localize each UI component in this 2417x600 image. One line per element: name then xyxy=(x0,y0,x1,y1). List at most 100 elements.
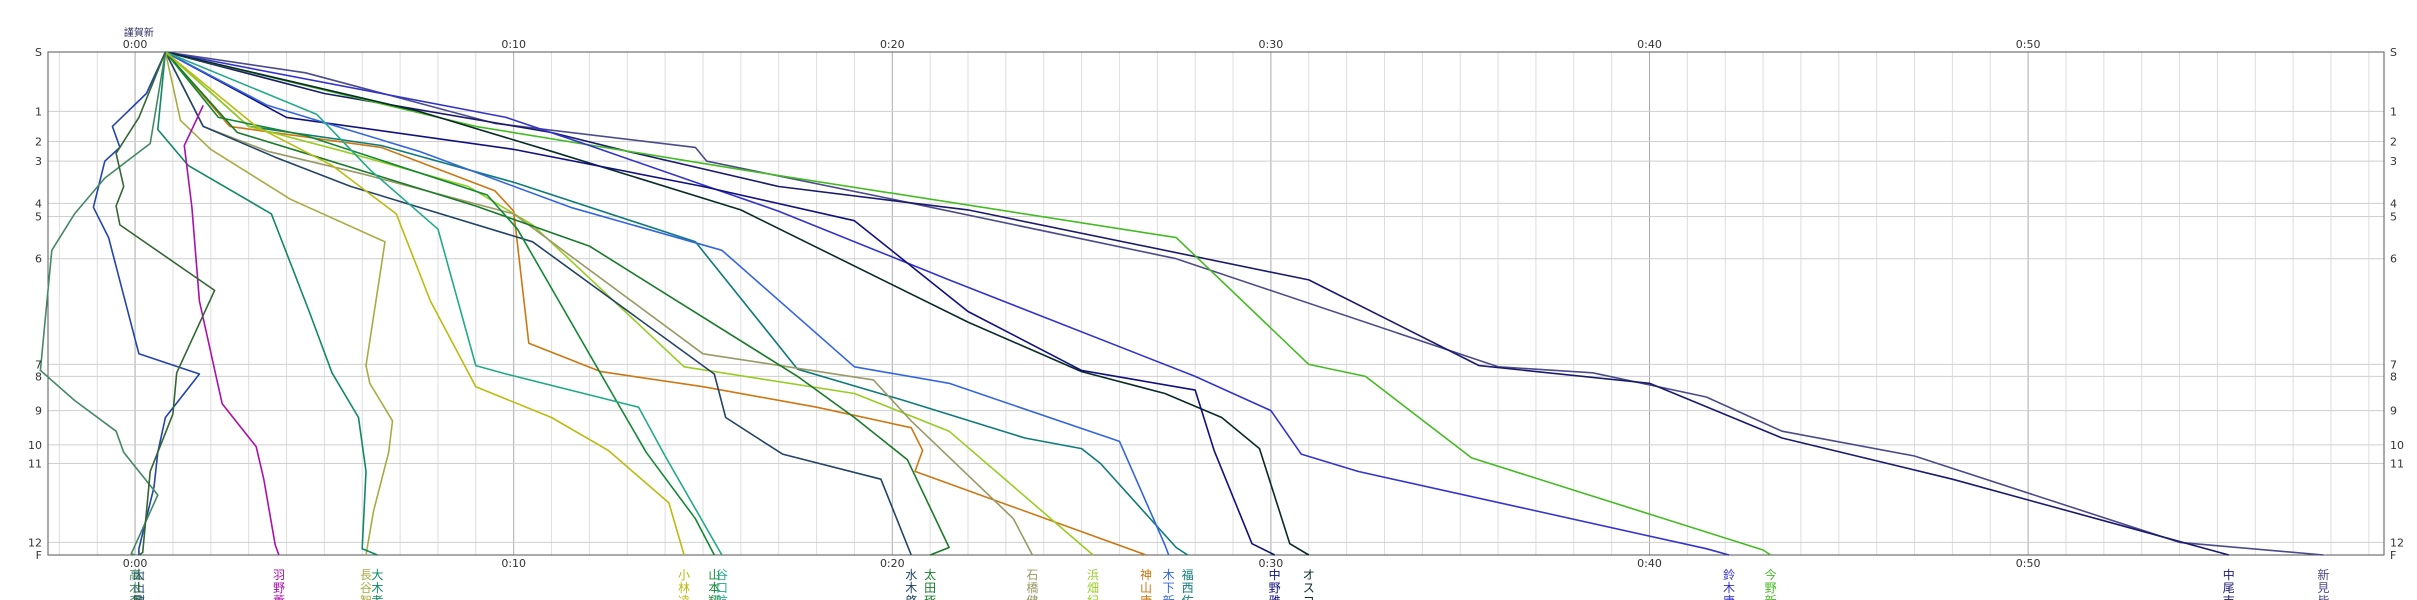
y-label-right: 5 xyxy=(2390,210,2397,223)
runner-name-char: 新 xyxy=(1765,593,1777,600)
y-label-left: 3 xyxy=(35,155,42,168)
x-tick-label-top: 0:50 xyxy=(2016,38,2041,51)
x-tick-label-top: 0:00 xyxy=(123,38,148,51)
runner-name-char: 山 xyxy=(133,581,145,595)
chart-grid xyxy=(48,51,2384,556)
runner-name-char: 琢 xyxy=(924,594,936,600)
runner-name-char: 健 xyxy=(1026,594,1038,600)
runner-name-char: 太 xyxy=(924,567,936,582)
y-label-right: 12 xyxy=(2390,536,2404,549)
runner-name-char: 木 xyxy=(1163,568,1175,582)
start-marker-text: 謹賀新 xyxy=(124,26,154,39)
series-line xyxy=(115,51,216,556)
runner-name-char: 木 xyxy=(371,581,383,595)
runner-name-char: 大 xyxy=(133,568,145,582)
runner-name-char: 山 xyxy=(133,568,145,582)
runner-name-char: 佑 xyxy=(1182,594,1194,600)
x-tick-label-bottom: 0:00 xyxy=(123,557,148,570)
runner-name-char: 長 xyxy=(360,568,372,582)
runner-name-char: 上 xyxy=(133,581,145,595)
series-line xyxy=(164,51,950,556)
runner-name-char: 紀 xyxy=(1087,594,1099,600)
series-line xyxy=(165,51,1310,556)
runner-name-char: 敏 xyxy=(133,593,145,600)
series-line xyxy=(165,51,2324,556)
series-line xyxy=(164,51,716,556)
series-line xyxy=(92,51,201,555)
runner-name-char: 水 xyxy=(905,568,917,582)
y-label-left: 5 xyxy=(35,210,42,223)
runner-lines xyxy=(39,51,2324,556)
runner-name-char: 今 xyxy=(1765,567,1777,582)
runner-name-char: 畑 xyxy=(1087,581,1099,595)
runner-name-char: 新 xyxy=(1163,593,1175,600)
runner-name-char: 孝 xyxy=(371,594,383,600)
start-marker: 謹賀新 xyxy=(124,26,154,39)
series-line xyxy=(39,51,167,556)
runner-name-char: ス xyxy=(1303,581,1315,595)
series-line xyxy=(165,51,1170,556)
y-label-left: 9 xyxy=(35,405,42,418)
axis-labels: 0:00 0:00 0:10 0:10 0:20 0:20 0:30 0:30 0:40 0:40… xyxy=(28,38,2404,600)
series-line xyxy=(165,51,723,556)
series-line xyxy=(183,105,280,556)
runner-name-char: 唐 xyxy=(1723,593,1735,600)
runner-name-char: 木 xyxy=(129,581,141,595)
series-line xyxy=(157,51,378,556)
y-label-left: F xyxy=(36,549,42,562)
y-label-left: 12 xyxy=(28,536,42,549)
runner-name-char: 石 xyxy=(1026,568,1038,582)
y-label-left: 4 xyxy=(35,197,42,210)
runner-name-char: オ xyxy=(1303,568,1315,582)
y-label-right: 4 xyxy=(2390,197,2397,210)
runner-name-char: 見 xyxy=(2317,581,2329,595)
x-tick-label-top: 0:20 xyxy=(880,38,905,51)
runner-name-char: 山 xyxy=(1140,581,1152,595)
runner-name-char: 西 xyxy=(1182,581,1194,595)
y-label-right: 11 xyxy=(2390,457,2404,470)
runner-name-char: 翔 xyxy=(708,594,720,600)
runner-name-char: 吉 xyxy=(2223,594,2235,600)
y-label-right: 7 xyxy=(2390,358,2397,371)
x-tick-label-top: 0:30 xyxy=(1259,38,1284,51)
x-tick-label-top: 0:10 xyxy=(501,38,526,51)
runner-name-char: コ xyxy=(1303,594,1315,600)
runner-name-char: 野 xyxy=(1269,581,1281,595)
runner-name-char: 凌 xyxy=(678,594,690,600)
series-line xyxy=(165,51,1772,556)
runner-name-char: 尾 xyxy=(2223,581,2235,595)
runner-name-char: 田 xyxy=(924,581,936,595)
runner-name-char: 下 xyxy=(1163,581,1175,595)
series-line xyxy=(164,51,685,556)
x-tick-label-bottom: 0:20 xyxy=(880,557,905,570)
series-line xyxy=(164,51,912,556)
runner-name-char: 鈴 xyxy=(1723,567,1735,582)
y-label-right: 8 xyxy=(2390,370,2397,383)
series-line xyxy=(165,51,1730,556)
series-line xyxy=(164,51,394,556)
runner-name-char: 山 xyxy=(708,568,720,582)
runner-name-char: 谷 xyxy=(360,581,372,595)
series-line xyxy=(164,51,1147,556)
x-tick-label-bottom: 0:30 xyxy=(1259,557,1284,570)
runner-name-char: 高 xyxy=(129,567,141,582)
y-label-right: 3 xyxy=(2390,155,2397,168)
runner-name-char: 野 xyxy=(273,581,285,595)
runner-name-char: 新 xyxy=(2317,567,2329,582)
y-label-left: 10 xyxy=(28,439,42,452)
y-label-left: 11 xyxy=(28,457,42,470)
runner-name-char: 福 xyxy=(1182,567,1194,582)
runner-name-char: 皆 xyxy=(2317,594,2329,600)
runner-name-char: 啓 xyxy=(905,593,917,600)
series-line xyxy=(165,51,2230,556)
runner-name-char: 中 xyxy=(2223,567,2235,582)
runner-name-char: 薫 xyxy=(273,594,285,600)
runner-name-char: 本 xyxy=(708,581,720,595)
y-label-right: 6 xyxy=(2390,253,2397,266)
runner-name-char: 橋 xyxy=(1026,581,1038,595)
y-label-right: F xyxy=(2390,549,2396,562)
x-tick-label-top: 0:40 xyxy=(1637,38,1662,51)
x-tick-label-bottom: 0:50 xyxy=(2016,557,2041,570)
y-label-right: S xyxy=(2390,46,2397,59)
